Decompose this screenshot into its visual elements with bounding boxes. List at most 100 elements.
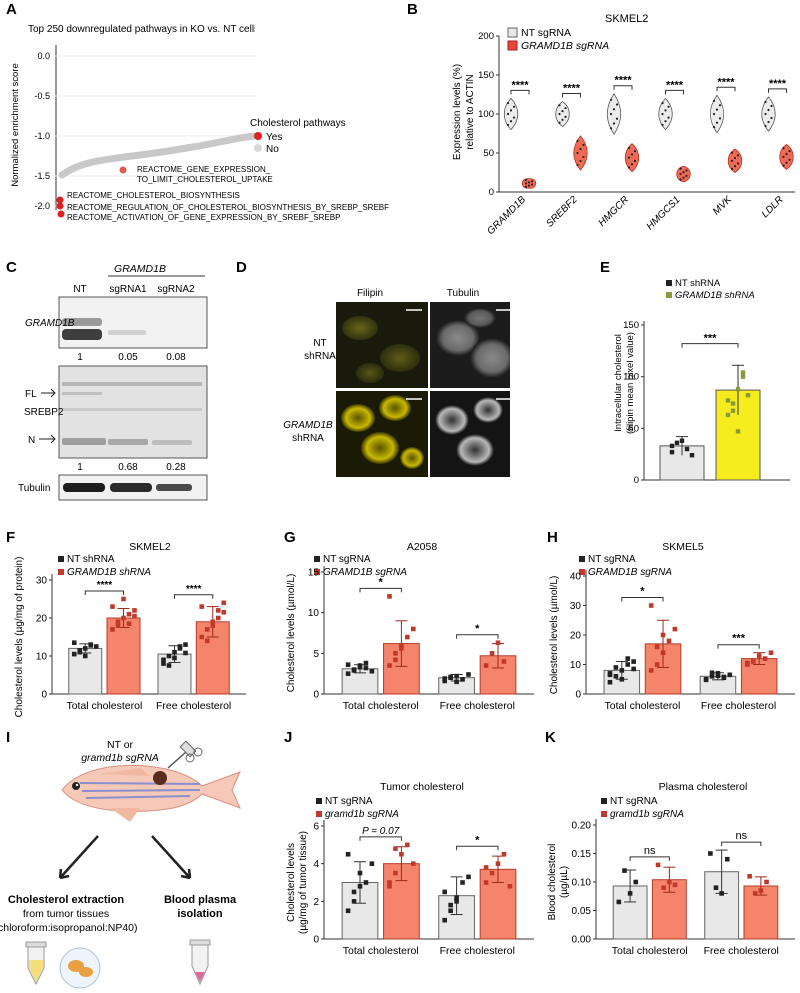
chart-ylabel: Cholesterol levels (µmol/L) xyxy=(549,576,560,695)
sig-bracket xyxy=(84,590,125,595)
violin-ko xyxy=(779,143,794,170)
sig-label: * xyxy=(475,834,480,846)
data-point xyxy=(724,856,730,862)
b-point xyxy=(506,112,510,116)
data-point xyxy=(660,650,666,655)
legend-nt-marker xyxy=(58,556,64,562)
sig-label: **** xyxy=(511,79,529,91)
e-point xyxy=(740,374,746,379)
panel-b-legend-nt: NT sgRNA xyxy=(521,27,571,39)
data-point xyxy=(110,627,115,632)
chart-ylabel: (µg/mg of tumor tissue) xyxy=(298,831,309,934)
data-point xyxy=(369,668,375,674)
violin-ko xyxy=(676,165,691,183)
a-ytick: -0.5 xyxy=(34,91,50,101)
b-point xyxy=(679,172,682,176)
data-point xyxy=(399,851,404,857)
ytick: 0 xyxy=(313,690,319,701)
cell xyxy=(464,308,496,328)
b-point xyxy=(730,167,734,171)
b-point xyxy=(767,108,770,112)
panel-letter-i: I xyxy=(6,729,10,746)
panel-a-legend-no: No xyxy=(266,144,279,155)
sig-label: * xyxy=(640,586,645,598)
b-ytick: 150 xyxy=(478,70,494,81)
b-point xyxy=(509,109,513,112)
data-point xyxy=(345,851,351,857)
gene-label: LDLR xyxy=(760,194,786,220)
gene-label: HMGCR xyxy=(597,194,631,228)
panel-letter-c: C xyxy=(6,259,17,276)
group-label: Free cholesterol xyxy=(704,945,779,957)
panel-j: J Tumor cholesterol NT sgRNA gramd1b sgRNA C… xyxy=(284,729,534,957)
sig-bracket xyxy=(456,634,499,639)
data-point xyxy=(654,644,660,650)
e-bar xyxy=(659,445,705,481)
data-point xyxy=(709,670,715,676)
panel-i: I NT or gramd1b sgRNA Cholesterol extrac… xyxy=(0,729,241,989)
panel-e-legend-nt: NT shRNA xyxy=(675,278,721,289)
sig-label: *** xyxy=(704,333,718,345)
panel-i-right1: Blood plasma xyxy=(164,894,237,906)
chart-ylabel: Cholesterol levels xyxy=(286,843,297,922)
b-point xyxy=(506,123,510,127)
data-point xyxy=(351,668,357,673)
ytick: 0.05 xyxy=(572,906,592,917)
data-point xyxy=(183,642,188,647)
e-ytick: 50 xyxy=(628,423,639,434)
ytick: 0 xyxy=(41,690,47,701)
data-point xyxy=(88,643,94,648)
ytick: 20 xyxy=(36,614,48,625)
panel-b-gene-labels: GRAMD1B SREBF2 HMGCR HMGCS1 MVK LDLR xyxy=(485,193,785,237)
band xyxy=(62,382,202,386)
legend-yes-marker xyxy=(254,132,262,140)
ytick: 0 xyxy=(575,690,581,701)
e-point xyxy=(669,443,675,449)
panel-b-ylabel2: relative to ACTIN xyxy=(465,74,476,150)
b-point xyxy=(664,120,667,123)
b-point xyxy=(715,108,719,111)
lane-label: sgRNA2 xyxy=(157,284,195,295)
band xyxy=(156,484,192,491)
b-point xyxy=(667,116,670,119)
chart-ylabel: (µg/µL) xyxy=(559,866,570,898)
panel-a-legend-title: Cholesterol pathways xyxy=(250,118,346,129)
cell xyxy=(342,316,378,340)
b-point xyxy=(558,104,561,107)
b-point xyxy=(576,139,579,143)
data-point xyxy=(161,661,166,666)
pathway-label: TO_LIMIT_CHOLESTEROL_UPTAKE xyxy=(137,175,273,184)
violin-ko xyxy=(573,135,588,171)
legend-ko-marker xyxy=(314,569,320,575)
data-point xyxy=(221,610,227,615)
arrow-icon xyxy=(58,835,99,880)
b-point xyxy=(788,158,791,161)
sig-label: * xyxy=(379,576,384,588)
sig-bracket xyxy=(359,587,402,593)
b-point xyxy=(627,146,631,149)
b-ytick: 200 xyxy=(478,31,494,42)
e-ytick: 0 xyxy=(634,475,639,486)
data-point xyxy=(721,674,727,680)
ytick: 5 xyxy=(313,649,319,660)
panel-a-legend-yes: Yes xyxy=(266,132,282,143)
b-point xyxy=(609,112,613,116)
data-point xyxy=(648,668,654,673)
b-point xyxy=(561,118,564,121)
ytick: 10 xyxy=(36,652,48,663)
data-point xyxy=(660,632,666,638)
data-point xyxy=(442,889,447,895)
legend-ko: GRAMD1B sgRNA xyxy=(323,567,407,578)
panel-letter: F xyxy=(6,529,15,546)
b-point xyxy=(582,143,585,147)
gene-label: SREBF2 xyxy=(544,194,580,230)
ytick: 0.00 xyxy=(572,935,592,946)
legend-nt: NT sgRNA xyxy=(325,796,373,807)
b-point xyxy=(627,156,631,159)
data-point xyxy=(454,679,459,685)
data-point xyxy=(405,842,410,848)
data-point xyxy=(221,600,227,606)
legend-ko: GRAMD1B sgRNA xyxy=(588,567,672,578)
b-point xyxy=(576,151,579,155)
b-point xyxy=(785,161,788,164)
